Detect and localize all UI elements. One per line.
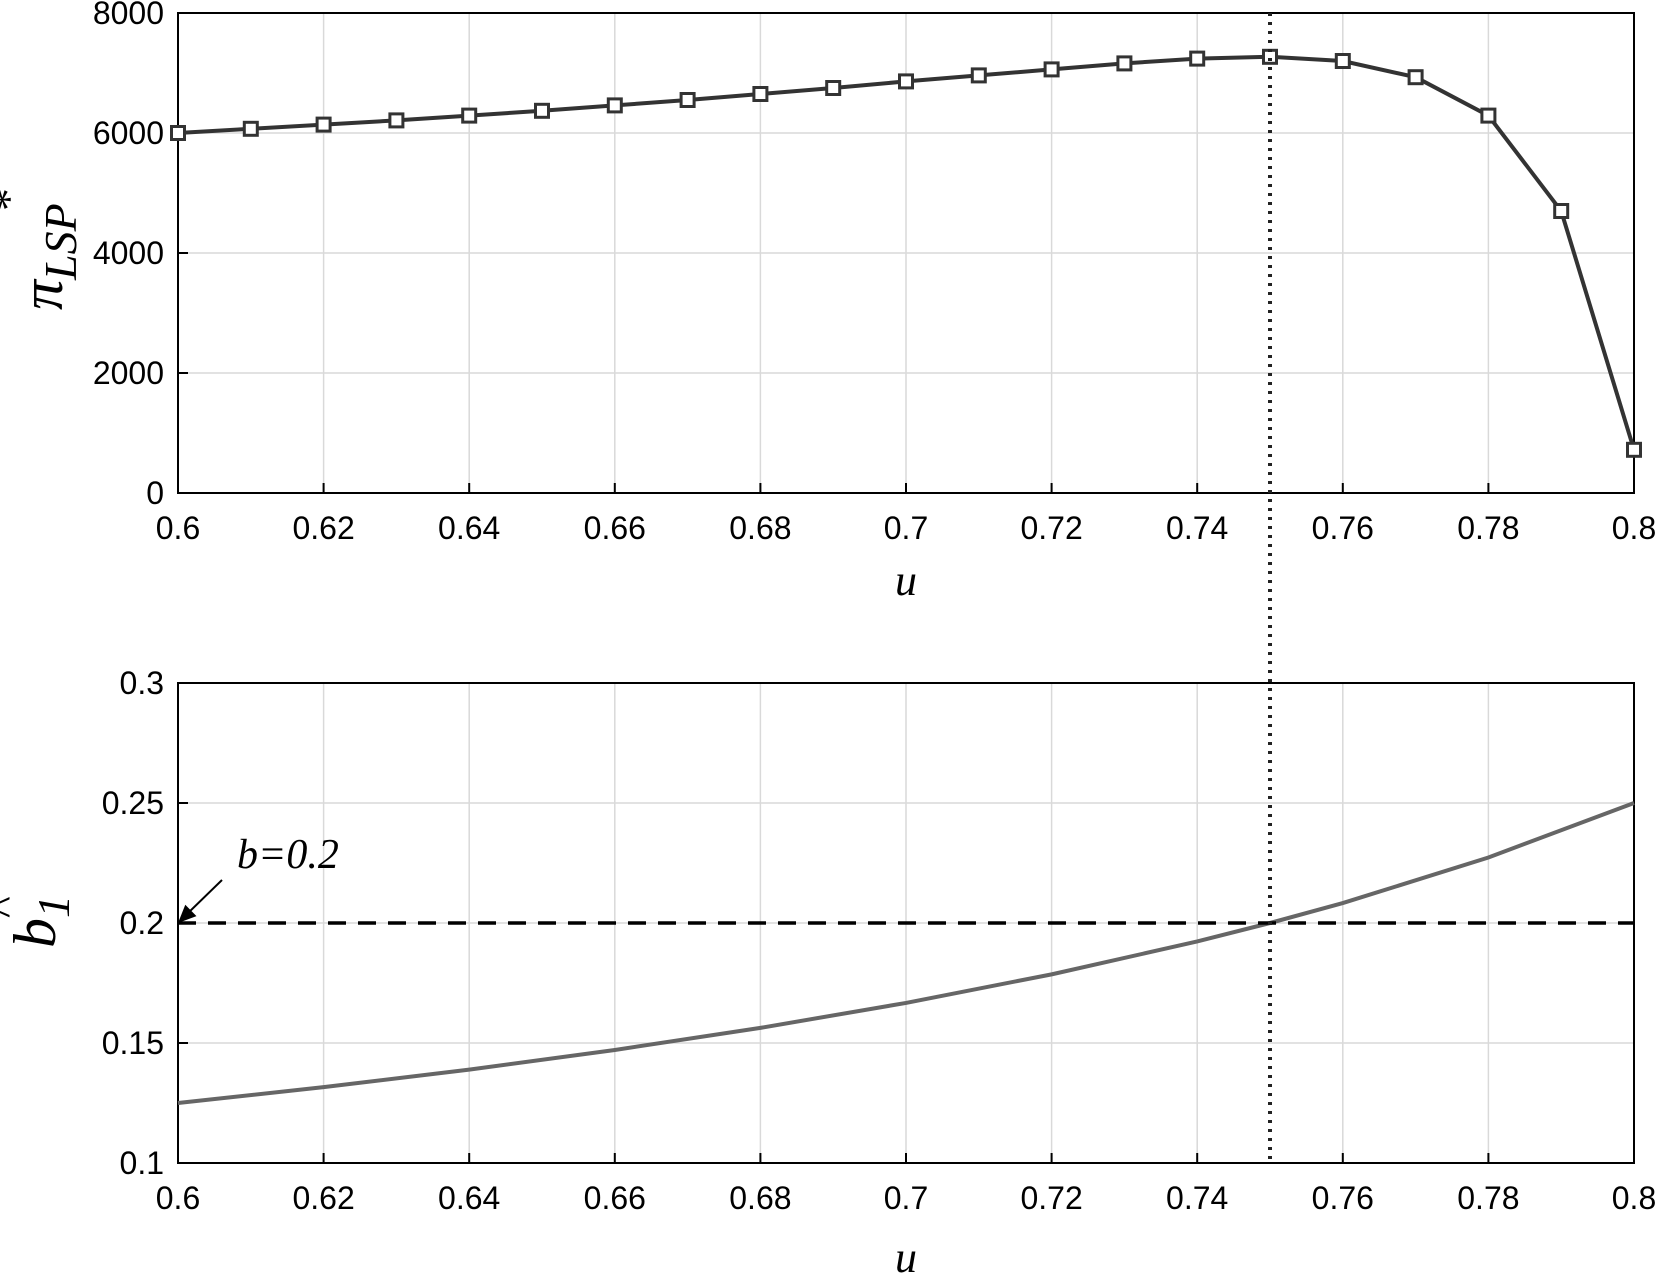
top-x-axis-label: u <box>895 556 917 605</box>
profit-data-point <box>315 116 332 133</box>
x-tick-label: 0.72 <box>1020 1180 1082 1216</box>
x-tick-label: 0.64 <box>438 1180 500 1216</box>
profit-data-point <box>606 97 623 114</box>
x-tick-label: 0.66 <box>584 1180 646 1216</box>
x-tick-label: 0.74 <box>1166 510 1228 546</box>
top-y-label-base: π <box>9 278 75 310</box>
x-tick-label: 0.6 <box>156 1180 200 1216</box>
x-tick-label: 0.8 <box>1612 510 1656 546</box>
profit-data-point <box>1553 203 1570 219</box>
x-tick-label: 0.72 <box>1020 510 1082 546</box>
profit-data-point <box>170 125 186 141</box>
profit-data-point <box>1189 50 1206 67</box>
top-x-tick-labels: 0.6 0.62 0.64 0.66 0.68 0.7 0.72 0.74 0.76 0.78 0.… <box>156 510 1656 546</box>
top-y-tick-labels: 0 2000 4000 6000 8000 <box>93 0 164 511</box>
y-tick-label: 0 <box>146 475 164 511</box>
top-y-label-subscript: LSP <box>35 203 86 281</box>
y-tick-label: 0.1 <box>120 1145 164 1181</box>
profit-data-point <box>242 120 259 137</box>
profit-data-point <box>1334 53 1351 69</box>
x-tick-label: 0.62 <box>292 510 354 546</box>
x-tick-label: 0.66 <box>584 510 646 546</box>
x-tick-label: 0.68 <box>729 1180 791 1216</box>
x-tick-label: 0.6 <box>156 510 200 546</box>
profit-data-point <box>1043 61 1060 78</box>
profit-data-point <box>1116 55 1133 72</box>
profit-data-point <box>461 107 478 124</box>
bottom-y-axis-label: b1 <box>2 895 79 948</box>
b-annotation-arrow <box>185 879 223 916</box>
bottom-y-label-hat: ^ <box>0 896 28 918</box>
profit-data-point <box>534 102 550 119</box>
x-tick-label: 0.76 <box>1312 1180 1374 1216</box>
bottom-x-tick-labels: 0.6 0.62 0.64 0.66 0.68 0.7 0.72 0.74 0.76 0.78 0.… <box>156 1180 1656 1216</box>
bottom-plot-panel: 0.6 0.62 0.64 0.66 0.68 0.7 0.72 0.74 0.76 0.78 0.… <box>0 665 1656 1275</box>
x-tick-label: 0.76 <box>1312 510 1374 546</box>
bottom-y-label-subscript: 1 <box>28 895 79 918</box>
x-tick-label: 0.78 <box>1457 1180 1519 1216</box>
top-y-axis-label: πLSP* <box>0 190 86 310</box>
top-series <box>170 48 1642 458</box>
y-tick-label: 0.25 <box>102 785 164 821</box>
bottom-x-axis-label: u <box>895 1233 917 1275</box>
y-tick-label: 0.3 <box>120 665 164 701</box>
profit-data-point <box>898 73 914 90</box>
profit-data-point <box>752 86 769 102</box>
profit-data-point <box>388 112 405 129</box>
bottom-y-tick-labels: 0.1 0.15 0.2 0.25 0.3 <box>102 665 164 1181</box>
x-tick-label: 0.78 <box>1457 510 1519 546</box>
y-tick-label: 0.15 <box>102 1025 164 1061</box>
x-tick-label: 0.74 <box>1166 1180 1228 1216</box>
y-tick-label: 8000 <box>93 0 164 31</box>
b1-curve <box>177 801 1635 1105</box>
top-plot-panel: 0.6 0.62 0.64 0.66 0.68 0.7 0.72 0.74 0.76 0.78 0.… <box>0 0 1656 605</box>
bottom-series <box>177 801 1635 1105</box>
b-annotation: b=0.2 <box>178 832 339 923</box>
y-tick-label: 6000 <box>93 115 164 151</box>
profit-data-point <box>970 67 987 84</box>
x-tick-label: 0.7 <box>884 510 928 546</box>
x-tick-label: 0.64 <box>438 510 500 546</box>
x-tick-label: 0.62 <box>292 1180 354 1216</box>
profit-data-point <box>679 92 696 108</box>
y-tick-label: 4000 <box>93 235 164 271</box>
bottom-y-label-base: b <box>2 918 68 948</box>
x-tick-label: 0.8 <box>1612 1180 1656 1216</box>
profit-data-point <box>1626 441 1642 458</box>
y-tick-label: 0.2 <box>120 905 164 941</box>
profit-data-point <box>1480 107 1497 124</box>
x-tick-label: 0.68 <box>729 510 791 546</box>
b-annotation-label: b=0.2 <box>237 832 339 878</box>
profit-data-point <box>825 80 842 96</box>
b-annotation-arrowhead <box>178 904 197 923</box>
profit-data-point <box>1262 48 1278 65</box>
top-y-label-superscript: * <box>0 190 34 213</box>
top-plot-frame <box>177 12 1635 494</box>
y-tick-label: 2000 <box>93 355 164 391</box>
x-tick-label: 0.7 <box>884 1180 928 1216</box>
profit-data-point <box>1407 69 1424 86</box>
